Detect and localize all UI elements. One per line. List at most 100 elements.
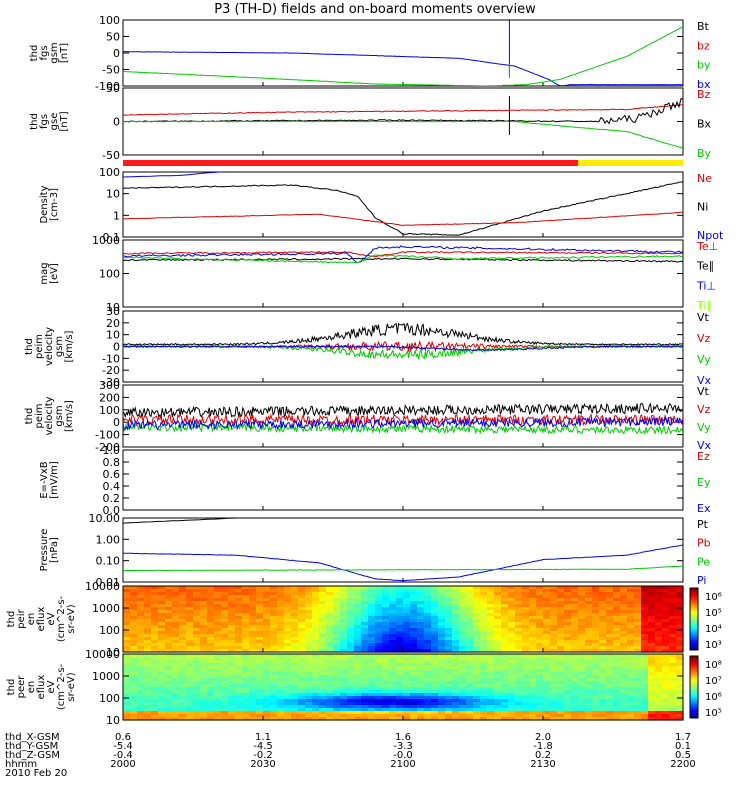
- spectrogram-cell: [375, 616, 383, 620]
- spectrogram-cell: [249, 649, 257, 653]
- spectrogram-cell: [193, 649, 201, 653]
- spectrogram-cell: [571, 654, 579, 658]
- spectrogram-cell: [137, 595, 145, 599]
- spectrogram-cell: [242, 702, 250, 706]
- spectrogram-cell: [557, 607, 565, 611]
- spectrogram-cell: [480, 625, 488, 629]
- spectrogram-cell: [410, 595, 418, 599]
- spectrogram-cell: [368, 654, 376, 658]
- spectrogram-cell: [494, 678, 502, 682]
- spectrogram-cell: [424, 711, 432, 715]
- spectrogram-cell: [326, 595, 334, 599]
- spectrogram-cell: [655, 672, 663, 676]
- spectrogram-cell: [263, 601, 271, 605]
- spectrogram-cell: [571, 631, 579, 635]
- x-axis-value: 2030: [250, 759, 275, 770]
- spectrogram-cell: [123, 643, 131, 647]
- spectrogram-cell: [263, 589, 271, 593]
- colorbar-cell: [690, 635, 698, 639]
- y-tick-label: 100: [99, 624, 120, 637]
- spectrogram-cell: [382, 634, 390, 638]
- spectrogram-cell: [501, 598, 509, 602]
- spectrogram-cell: [165, 604, 173, 608]
- spectrogram-cell: [424, 592, 432, 596]
- spectrogram-cell: [676, 634, 684, 638]
- spectrogram-cell: [312, 696, 320, 700]
- spectrogram-cell: [123, 690, 131, 694]
- spectrogram-cell: [221, 660, 229, 664]
- spectrogram-cell: [508, 702, 516, 706]
- spectrogram-cell: [522, 631, 530, 635]
- spectrogram-cell: [235, 687, 243, 691]
- spectrogram-cell: [235, 654, 243, 658]
- spectrogram-cell: [242, 628, 250, 632]
- spectrogram-cell: [382, 646, 390, 650]
- spectrogram-cell: [417, 607, 425, 611]
- spectrogram-cell: [144, 702, 152, 706]
- spectrogram-cell: [536, 717, 544, 721]
- spectrogram-cell: [452, 669, 460, 673]
- spectrogram-cell: [382, 598, 390, 602]
- spectrogram-cell: [627, 589, 635, 593]
- y-tick-label: -10: [102, 352, 120, 365]
- spectrogram-cell: [522, 693, 530, 697]
- spectrogram-cell: [613, 690, 621, 694]
- spectrogram-cell: [298, 610, 306, 614]
- spectrogram-cell: [207, 678, 215, 682]
- spectrogram-cell: [361, 654, 369, 658]
- spectrogram-cell: [417, 634, 425, 638]
- spectrogram-cell: [242, 678, 250, 682]
- spectrogram-cell: [529, 592, 537, 596]
- spectrogram-cell: [270, 649, 278, 653]
- spectrogram-cell: [648, 586, 656, 590]
- spectrogram-cell: [200, 586, 208, 590]
- colorbar-cell: [690, 643, 698, 647]
- spectrogram-cell: [214, 607, 222, 611]
- spectrogram-cell: [599, 625, 607, 629]
- spectrogram-cell: [501, 607, 509, 611]
- spectrogram-cell: [242, 684, 250, 688]
- spectrogram-cell: [459, 631, 467, 635]
- spectrogram-cell: [522, 604, 530, 608]
- spectrogram-cell: [529, 586, 537, 590]
- spectrogram-cell: [284, 598, 292, 602]
- spectrogram-cell: [529, 699, 537, 703]
- spectrogram-cell: [186, 690, 194, 694]
- spectrogram-cell: [361, 625, 369, 629]
- spectrogram-cell: [417, 595, 425, 599]
- spectrogram-cell: [452, 604, 460, 608]
- spectrogram-cell: [249, 619, 257, 623]
- spectrogram-cell: [508, 690, 516, 694]
- spectrogram-cell: [158, 675, 166, 679]
- spectrogram-cell: [382, 717, 390, 721]
- spectrogram-cell: [221, 699, 229, 703]
- colorbar-cell: [690, 672, 698, 676]
- colorbar-cell: [690, 641, 698, 645]
- spectrogram-cell: [648, 595, 656, 599]
- spectrogram-cell: [368, 610, 376, 614]
- spectrogram-cell: [326, 675, 334, 679]
- spectrogram-cell: [298, 663, 306, 667]
- spectrogram-cell: [543, 604, 551, 608]
- spectrogram-cell: [564, 637, 572, 641]
- spectrogram-cell: [585, 616, 593, 620]
- spectrogram-cell: [396, 631, 404, 635]
- spectrogram-cell: [382, 592, 390, 596]
- spectrogram-cell: [655, 699, 663, 703]
- spectrogram-cell: [382, 622, 390, 626]
- spectrogram-cell: [256, 622, 264, 626]
- spectrogram-cell: [298, 634, 306, 638]
- spectrogram-cell: [403, 693, 411, 697]
- spectrogram-cell: [144, 619, 152, 623]
- spectrogram-cell: [480, 699, 488, 703]
- spectrogram-cell: [417, 640, 425, 644]
- spectrogram-cell: [585, 684, 593, 688]
- spectrogram-cell: [648, 660, 656, 664]
- spectrogram-cell: [277, 643, 285, 647]
- spectrogram-cell: [389, 693, 397, 697]
- spectrogram-cell: [501, 622, 509, 626]
- spectrogram-cell: [487, 678, 495, 682]
- x-axis-value: 2000: [110, 759, 135, 770]
- legend-entry: Npot: [697, 229, 724, 242]
